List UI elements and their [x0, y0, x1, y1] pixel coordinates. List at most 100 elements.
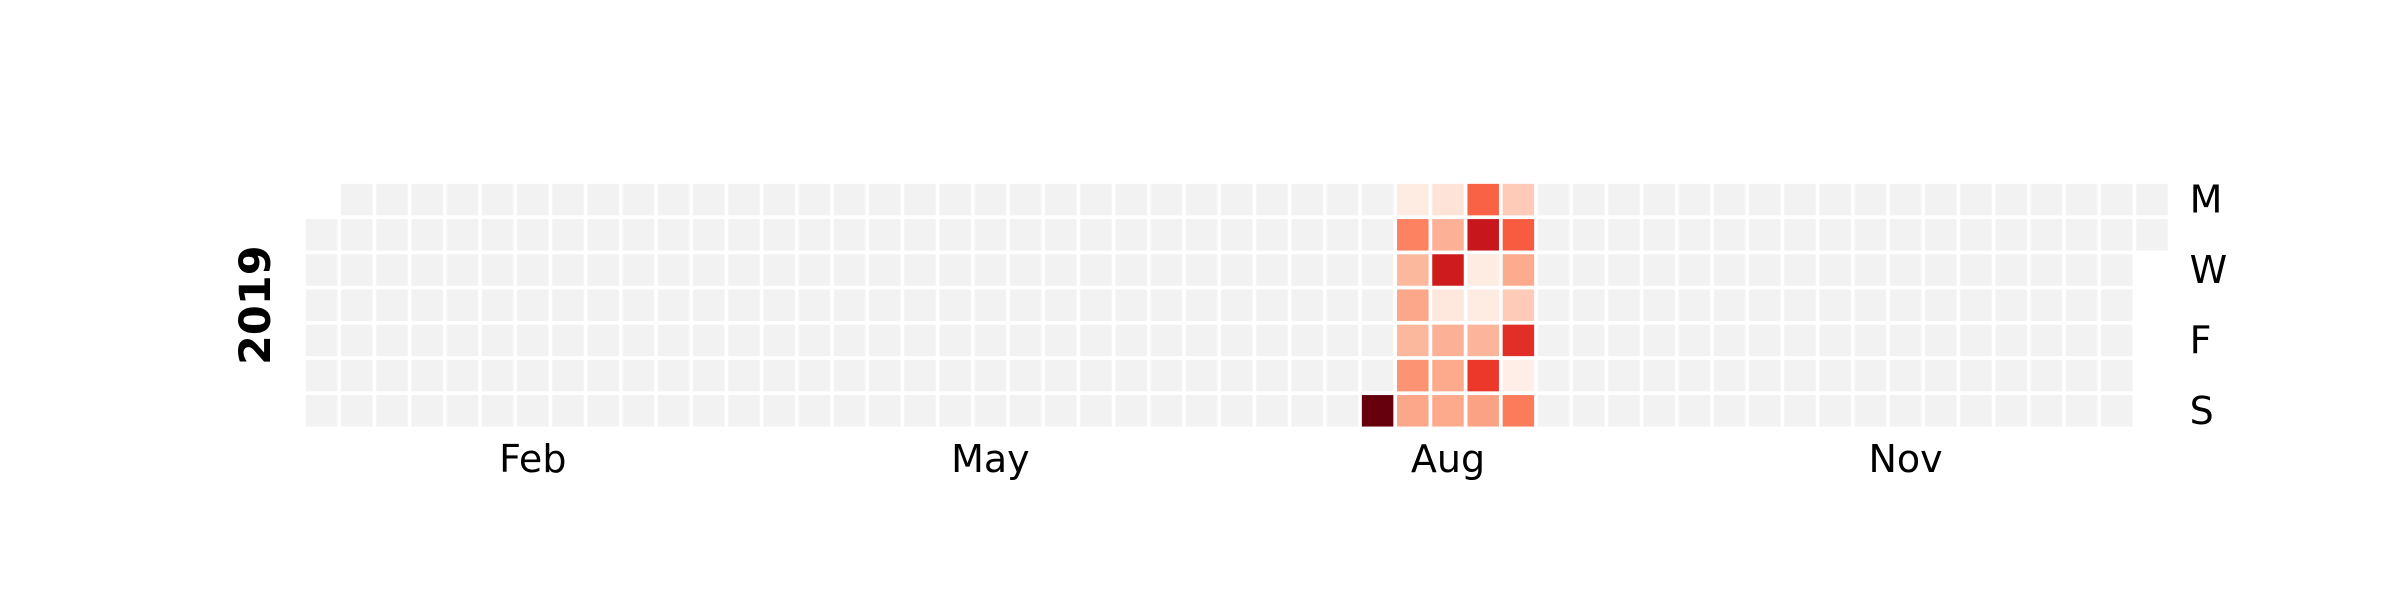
heatmap-cell-active: [1432, 324, 1464, 357]
heatmap-cell-empty: [446, 395, 479, 427]
heatmap-cell-empty: [481, 219, 514, 251]
heatmap-cell-empty: [1854, 254, 1887, 286]
heatmap-cell-empty: [1960, 359, 1992, 392]
heatmap-cell-empty: [1925, 324, 1957, 357]
heatmap-cell-empty: [1221, 219, 1253, 251]
heatmap-cell-empty: [341, 219, 373, 251]
heatmap-cell-empty: [587, 254, 619, 286]
heatmap-cell-empty: [2065, 395, 2098, 427]
heatmap-cell-empty: [587, 359, 619, 392]
heatmap-cell-empty: [693, 289, 725, 321]
heatmap-cell-empty: [693, 359, 725, 392]
heatmap-cell-empty: [376, 395, 408, 427]
heatmap-cell-empty: [974, 254, 1007, 286]
heatmap-cell-empty: [341, 395, 373, 427]
heatmap-cell-empty: [2065, 183, 2098, 216]
heatmap-cell-empty: [763, 324, 795, 357]
heatmap-cell-empty: [1889, 219, 1922, 251]
heatmap-cell-empty: [939, 289, 971, 321]
heatmap-cell-empty: [305, 324, 338, 357]
heatmap-cell-empty: [305, 359, 338, 392]
heatmap-cell-active: [1502, 219, 1535, 251]
heatmap-cell-empty: [1995, 219, 2027, 251]
heatmap-cell-empty: [1256, 395, 1288, 427]
heatmap-cell-empty: [1326, 254, 1359, 286]
heatmap-cell-empty: [411, 359, 443, 392]
heatmap-cell-empty: [2101, 359, 2133, 392]
heatmap-cell-empty: [2065, 254, 2098, 286]
heatmap-cell-empty: [1256, 289, 1288, 321]
heatmap-cell-empty: [1537, 395, 1570, 427]
heatmap-cell-empty: [1256, 254, 1288, 286]
heatmap-cell-empty: [1678, 183, 1711, 216]
heatmap-cell-empty: [1045, 254, 1077, 286]
heatmap-cell-empty: [1854, 219, 1887, 251]
heatmap-cell-empty: [1185, 183, 1218, 216]
heatmap-cell-empty: [657, 183, 690, 216]
heatmap-cell-active: [1467, 254, 1499, 286]
month-tick-labels: Feb May Aug Nov: [499, 437, 1943, 481]
heatmap-cell-empty: [693, 183, 725, 216]
heatmap-cell-active: [1397, 183, 1429, 216]
heatmap-cell-empty: [2101, 219, 2133, 251]
heatmap-cell-empty: [1819, 324, 1851, 357]
heatmap-cell-empty: [1150, 324, 1183, 357]
heatmap-cell-empty: [1361, 359, 1394, 392]
heatmap-cell-empty: [1221, 289, 1253, 321]
heatmap-cell-empty: [939, 359, 971, 392]
heatmap-cell-empty: [411, 183, 443, 216]
heatmap-cell-empty: [552, 395, 584, 427]
heatmap-cell-empty: [1995, 324, 2027, 357]
heatmap-cell-empty: [833, 324, 866, 357]
heatmap-cell-empty: [1678, 289, 1711, 321]
day-tick-label: F: [2190, 318, 2212, 362]
heatmap-cell-active: [1502, 324, 1535, 357]
heatmap-cell-empty: [657, 289, 690, 321]
heatmap-cell-empty: [622, 219, 655, 251]
heatmap-cell-empty: [1115, 183, 1147, 216]
heatmap-cell-empty: [1713, 183, 1746, 216]
heatmap-cell-empty: [1115, 395, 1147, 427]
heatmap-cell-empty: [1995, 183, 2027, 216]
heatmap-cell-empty: [2030, 254, 2063, 286]
heatmap-cell-empty: [1256, 359, 1288, 392]
heatmap-cell-empty: [446, 219, 479, 251]
heatmap-cell-empty: [1995, 359, 2027, 392]
heatmap-cell-empty: [1080, 395, 1112, 427]
heatmap-cell-empty: [833, 289, 866, 321]
heatmap-cell-empty: [622, 359, 655, 392]
heatmap-cell-empty: [446, 254, 479, 286]
heatmap-cell-empty: [1678, 324, 1711, 357]
heatmap-cell-empty: [728, 395, 760, 427]
heatmap-cell-empty: [1608, 183, 1640, 216]
heatmap-cell-empty: [2101, 324, 2133, 357]
heatmap-cell-empty: [1925, 359, 1957, 392]
heatmap-cell-empty: [1960, 395, 1992, 427]
day-tick-label: M: [2190, 178, 2223, 222]
heatmap-cell-empty: [939, 324, 971, 357]
heatmap-cell-empty: [1185, 289, 1218, 321]
heatmap-cells: [305, 183, 2168, 427]
heatmap-cell-empty: [1573, 395, 1605, 427]
heatmap-cell-empty: [1009, 289, 1042, 321]
heatmap-cell-empty: [341, 359, 373, 392]
heatmap-cell-empty: [1784, 395, 1816, 427]
heatmap-cell-empty: [1819, 289, 1851, 321]
heatmap-cell-active: [1397, 324, 1429, 357]
heatmap-cell-empty: [1537, 183, 1570, 216]
heatmap-cell-empty: [481, 289, 514, 321]
heatmap-cell-empty: [1045, 183, 1077, 216]
heatmap-cell-empty: [1256, 183, 1288, 216]
heatmap-cell-empty: [1045, 395, 1077, 427]
heatmap-cell-empty: [1925, 395, 1957, 427]
heatmap-cell-empty: [798, 254, 831, 286]
heatmap-cell-empty: [1291, 324, 1323, 357]
heatmap-cell-empty: [1009, 254, 1042, 286]
heatmap-cell-empty: [1115, 289, 1147, 321]
heatmap-cell-active: [1432, 359, 1464, 392]
heatmap-cell-active: [1502, 183, 1535, 216]
heatmap-cell-empty: [1573, 254, 1605, 286]
heatmap-cell-empty: [376, 324, 408, 357]
heatmap-cell-empty: [376, 289, 408, 321]
